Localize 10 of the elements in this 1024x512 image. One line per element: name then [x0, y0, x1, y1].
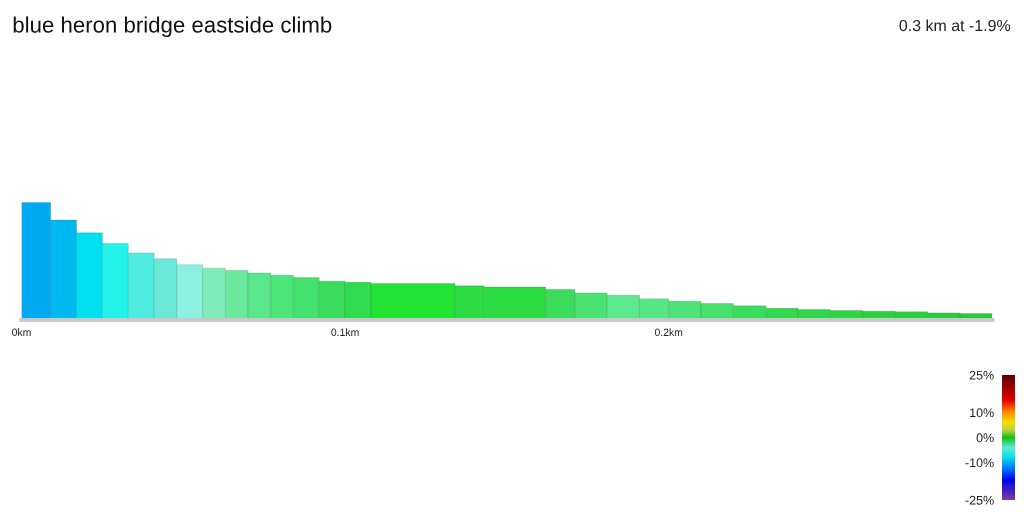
- x-tick-label: 0.2km: [654, 328, 683, 336]
- chart-subtitle: 0.3 km at -1.9%: [899, 19, 1011, 32]
- color-bar-label: -10%: [965, 458, 994, 468]
- color-bar-label: 0%: [976, 433, 994, 443]
- x-tick-label: 0km: [12, 328, 31, 336]
- color-bar-label: -25%: [965, 495, 994, 505]
- x-tick-label: 0.1km: [331, 328, 359, 336]
- color-bar-label: 10%: [970, 408, 994, 418]
- chart-title: blue heron bridge eastside climb: [13, 16, 332, 38]
- color-bar-label: 25%: [969, 370, 994, 380]
